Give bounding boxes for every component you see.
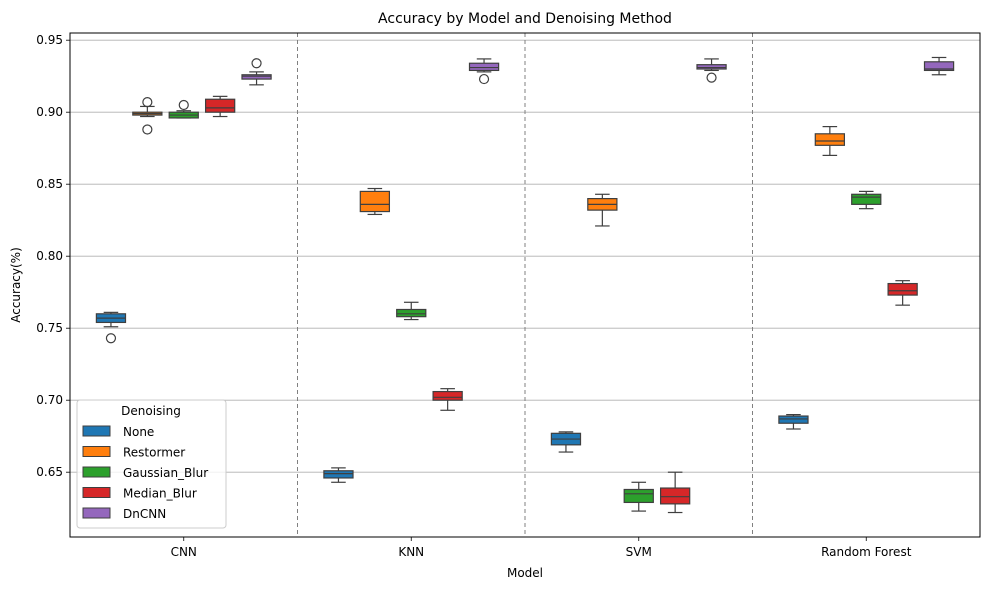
box-plot	[923, 56, 955, 76]
y-tick-label: 0.75	[36, 321, 63, 335]
box-plot	[95, 311, 127, 344]
box-plot	[359, 187, 391, 216]
legend-frame	[76, 399, 227, 529]
y-tick-label: 0.85	[36, 177, 63, 191]
legend-label: Restormer	[123, 446, 185, 460]
box	[623, 488, 654, 504]
legend: Denoising None Restormer Gaussian_Blur Medi…	[76, 399, 227, 529]
legend-label: DnCNN	[123, 507, 166, 521]
legend-swatch	[82, 425, 111, 437]
box-plot	[168, 99, 199, 119]
legend-label: None	[123, 425, 154, 439]
box	[396, 308, 427, 318]
box	[323, 470, 354, 479]
outlier-point	[478, 73, 490, 85]
box	[204, 98, 236, 113]
x-tick-label: KNN	[398, 545, 424, 559]
outlier-point	[178, 99, 189, 111]
legend-swatch	[82, 466, 111, 478]
box-plot	[778, 414, 809, 430]
y-axis: 0.65 0.70 0.75 0.80 0.85 0.90 0.95	[36, 33, 70, 479]
x-axis: CNN KNN SVM Random Forest	[171, 537, 912, 559]
series-none	[95, 311, 809, 483]
y-tick-label: 0.90	[36, 105, 63, 119]
box-plot	[468, 58, 500, 85]
legend-swatch	[82, 507, 111, 519]
legend-label: Gaussian_Blur	[123, 466, 208, 480]
legend-swatch	[82, 487, 111, 498]
x-tick-label: CNN	[171, 545, 197, 559]
box	[241, 74, 272, 80]
box	[814, 133, 846, 146]
y-tick-label: 0.70	[36, 393, 63, 407]
legend-swatch	[82, 446, 111, 457]
box	[851, 193, 882, 205]
box-plot	[851, 190, 882, 210]
y-tick-label: 0.80	[36, 249, 63, 263]
box-plot	[132, 97, 163, 135]
box-plot	[587, 193, 618, 227]
outlier-point	[142, 97, 153, 108]
box-plot	[432, 388, 463, 411]
box	[887, 282, 918, 296]
series-gaussian-blur	[168, 99, 882, 512]
box-plot	[623, 481, 654, 512]
y-tick-label: 0.65	[36, 465, 63, 479]
outlier-point	[251, 58, 262, 69]
x-tick-label: Random Forest	[821, 545, 912, 559]
box-plot	[659, 471, 691, 514]
chart-title: Accuracy by Model and Denoising Method	[378, 11, 672, 27]
legend-label: Median_Blur	[123, 487, 197, 501]
box-plot	[550, 431, 582, 453]
box-plot	[696, 58, 727, 83]
x-axis-title: Model	[507, 566, 543, 580]
box-plot	[204, 95, 236, 118]
plot-frame	[69, 32, 981, 538]
legend-title: Denoising	[121, 404, 181, 418]
y-tick-label: 0.95	[36, 33, 63, 47]
box	[778, 415, 809, 424]
box	[923, 61, 955, 72]
box-plot	[241, 58, 272, 86]
series-median-blur	[204, 95, 918, 514]
box	[696, 64, 727, 70]
outlier-point	[142, 124, 153, 135]
box-plot	[323, 467, 354, 483]
box	[468, 62, 500, 72]
y-axis-title: Accuracy(%)	[9, 247, 23, 323]
box	[359, 190, 391, 213]
group-separators	[297, 33, 753, 537]
box-groups	[95, 56, 955, 514]
outlier-point	[706, 72, 717, 83]
box-plot	[814, 125, 846, 156]
box-plot	[887, 280, 918, 306]
box	[432, 390, 463, 401]
x-tick-label: SVM	[626, 545, 652, 559]
series-restormer	[132, 97, 846, 227]
box	[659, 487, 691, 505]
box-plot	[396, 301, 427, 321]
series-dncnn	[241, 56, 955, 86]
outlier-point	[105, 333, 117, 344]
